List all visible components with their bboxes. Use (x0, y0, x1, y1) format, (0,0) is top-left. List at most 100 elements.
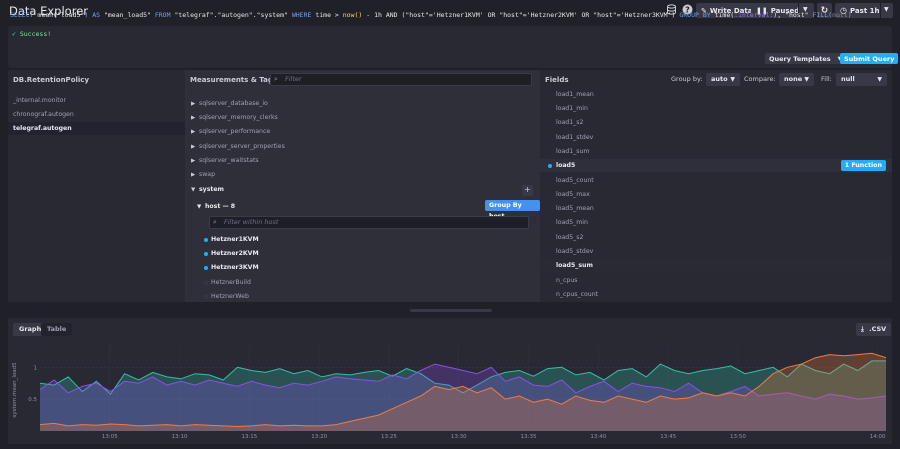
field-item[interactable]: load1_s2 (556, 119, 584, 126)
add-tag-button[interactable]: + (522, 185, 533, 196)
group-by-label: Group by: (671, 75, 703, 83)
page-title: Data Explorer (9, 4, 88, 18)
chevron-down-icon: ▼ (838, 56, 842, 62)
measurement-item[interactable]: ▶ sqlserver_server_properties (191, 143, 285, 150)
query-editor[interactable] (8, 26, 892, 68)
measurement-item[interactable]: ▶ sqlserver_waitstats (191, 157, 259, 164)
x-tick-label: 13:40 (590, 434, 606, 440)
x-tick-label: 13:35 (521, 434, 537, 440)
search-icon: ⌕ (274, 75, 278, 83)
measurement-item[interactable]: ▶ swap (191, 171, 216, 178)
measurements-column: Measurements & Tags ⌕ Filter ▶ sqlserver_… (185, 70, 540, 302)
measurement-item[interactable]: ▶ sqlserver_database_io (191, 100, 268, 107)
selected-dot-icon (204, 252, 208, 256)
db-item[interactable]: chronograf.autogen (13, 111, 74, 118)
selected-dot-icon (204, 238, 208, 242)
chevron-down-icon: ▼ (730, 76, 735, 83)
db-item[interactable]: _internal.monitor (13, 97, 67, 104)
unselected-dot-icon (204, 295, 208, 299)
series-line-teal (40, 360, 886, 395)
x-tick-label: 13:50 (730, 434, 746, 440)
caret-right-icon: ▶ (191, 172, 196, 178)
fill-dropdown[interactable]: null ▼ (836, 73, 887, 86)
chart-grid (40, 345, 886, 431)
y-tick-label: 1 (34, 365, 38, 371)
caret-down-icon: ▼ (197, 204, 202, 210)
field-item[interactable]: load1_min (556, 105, 588, 112)
resizer-handle[interactable] (410, 309, 492, 312)
group-by-dropdown[interactable]: auto ▼ (706, 73, 740, 86)
field-item[interactable]: load1_stdev (556, 134, 594, 141)
tag-value[interactable]: HetznerBuild (204, 279, 251, 286)
field-item-active[interactable]: load5 1 Function (540, 159, 892, 172)
field-item[interactable]: load5_s2 (556, 234, 584, 241)
tag-value[interactable]: Hetzner1KVM (204, 236, 259, 243)
y-axis: 0.51 (28, 365, 37, 403)
measurement-item-open[interactable]: ▼ system (191, 186, 225, 193)
field-item[interactable]: load1_sum (556, 148, 590, 155)
x-tick-label: 13:05 (102, 434, 118, 440)
field-item[interactable]: load5_count (556, 177, 594, 184)
compare-label: Compare: (744, 75, 776, 83)
db-column-header: DB.RetentionPolicy (13, 76, 90, 84)
chevron-down-icon[interactable]: ▼ (884, 6, 889, 13)
db-item-active[interactable]: telegraf.autogen (8, 122, 185, 135)
help-icon[interactable]: ? (681, 4, 694, 17)
field-item[interactable]: load5_min (556, 219, 588, 226)
compare-dropdown[interactable]: none ▼ (779, 73, 814, 86)
database-icon[interactable] (665, 4, 678, 17)
top-bar: Data Explorer ? ✎ Write Data ❚❚ Paused ▼… (0, 0, 900, 22)
x-tick-label: 13:15 (241, 434, 257, 440)
tab-graph[interactable]: Graph (13, 323, 48, 336)
field-item[interactable]: load5_max (556, 191, 590, 198)
time-range-dropdown[interactable]: ◷ Past 1h (835, 3, 893, 18)
selected-dot-icon (548, 164, 552, 168)
caret-right-icon: ▶ (191, 101, 196, 107)
series-area-purple (40, 364, 886, 431)
chevron-down-icon[interactable]: ▼ (803, 6, 808, 13)
series-area-orange (40, 353, 886, 431)
tab-table[interactable]: Table (41, 323, 73, 336)
field-item[interactable]: n_cpus_count (556, 291, 599, 298)
field-item[interactable]: load5_stdev (556, 248, 594, 255)
series-line-purple (40, 363, 886, 400)
svg-text:?: ? (685, 5, 690, 14)
query-text[interactable]: SELECT mean("load5") AS "mean_load5" FRO… (10, 11, 852, 19)
graph-panel (8, 318, 892, 444)
x-tick-label: 14:00 (870, 434, 886, 440)
function-badge[interactable]: 1 Function (840, 160, 886, 171)
measurement-filter-input[interactable]: ⌕ Filter (270, 73, 532, 86)
chart-series (40, 352, 886, 431)
submit-query-button[interactable]: Submit Query (840, 53, 899, 64)
field-item-hover[interactable]: load5_sum (540, 259, 892, 272)
download-csv-button[interactable]: ⤓ .CSV (856, 323, 892, 336)
refresh-button[interactable]: ↻ (817, 3, 832, 18)
db-column: DB.RetentionPolicy _internal.monitor chr… (8, 70, 185, 302)
field-item[interactable]: load1_mean (556, 91, 594, 98)
fields-header: Fields (545, 76, 569, 84)
field-item[interactable]: load5_mean (556, 205, 594, 212)
fill-label: Fill: (821, 75, 832, 83)
measurement-item[interactable]: ▶ sqlserver_performance (191, 128, 271, 135)
measurement-item[interactable]: ▶ sqlserver_memory_clerks (191, 114, 278, 121)
tag-value[interactable]: Hetzner2KVM (204, 250, 259, 257)
series-line-orange (40, 352, 886, 428)
tag-filter-input[interactable]: ⌕ Filter within host (209, 216, 529, 229)
tag-key-host[interactable]: ▼ host — 8 (197, 203, 236, 210)
series-area-teal (40, 360, 886, 431)
x-axis: 13:05 13:10 13:15 13:20 13:25 13:30 13:35 13:40… (102, 434, 886, 440)
tag-value[interactable]: Hetzner3KVM (204, 264, 259, 271)
clock-icon: ◷ (840, 6, 847, 15)
field-item[interactable]: n_cpus (556, 277, 578, 284)
caret-down-icon: ▼ (191, 187, 196, 193)
write-data-button[interactable]: ✎ Write Data (696, 3, 758, 18)
search-icon: ⌕ (213, 218, 217, 226)
x-tick-label: 13:20 (311, 434, 327, 440)
tag-value[interactable]: HetznerWeb (204, 293, 249, 300)
pencil-icon: ✎ (701, 6, 707, 15)
x-tick-label: 13:10 (172, 434, 188, 440)
caret-right-icon: ▶ (191, 129, 196, 135)
query-templates-dropdown[interactable]: Query Templates ▼ (765, 53, 846, 64)
caret-right-icon: ▶ (191, 158, 196, 164)
